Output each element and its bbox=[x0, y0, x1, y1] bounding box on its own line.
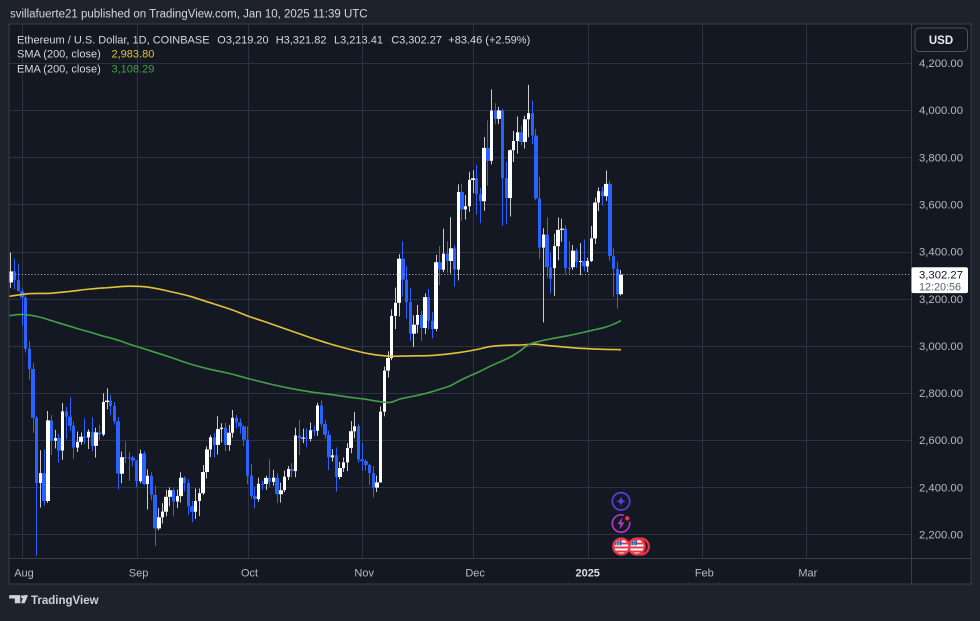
svg-text:L3,213.41: L3,213.41 bbox=[334, 34, 383, 46]
svg-text:3,302.27: 3,302.27 bbox=[919, 270, 963, 282]
svg-text:3,200.00: 3,200.00 bbox=[919, 294, 963, 306]
svg-text:Feb: Feb bbox=[695, 568, 714, 580]
svg-text:+83.46 (+2.59%): +83.46 (+2.59%) bbox=[448, 34, 530, 46]
svg-text:4,000.00: 4,000.00 bbox=[919, 105, 963, 117]
svg-text:3,800.00: 3,800.00 bbox=[919, 152, 963, 164]
svg-text:O3,219.20: O3,219.20 bbox=[217, 34, 268, 46]
svg-text:2,200.00: 2,200.00 bbox=[919, 530, 963, 542]
svg-text:Ethereum / U.S. Dollar, 1D, CO: Ethereum / U.S. Dollar, 1D, COINBASE bbox=[17, 34, 210, 46]
svg-text:2,600.00: 2,600.00 bbox=[919, 435, 963, 447]
svg-text:3,000.00: 3,000.00 bbox=[919, 341, 963, 353]
svg-text:USD: USD bbox=[929, 35, 953, 47]
svg-text:2,983.80: 2,983.80 bbox=[112, 49, 155, 61]
svg-text:2,800.00: 2,800.00 bbox=[919, 388, 963, 400]
svg-text:svillafuerte21 published on Tr: svillafuerte21 published on TradingView.… bbox=[10, 9, 368, 21]
svg-text:3,600.00: 3,600.00 bbox=[919, 199, 963, 211]
svg-text:4,200.00: 4,200.00 bbox=[919, 58, 963, 70]
svg-text:2,400.00: 2,400.00 bbox=[919, 482, 963, 494]
svg-text:2025: 2025 bbox=[575, 567, 599, 579]
svg-text:Mar: Mar bbox=[798, 568, 817, 580]
svg-text:12:20:56: 12:20:56 bbox=[919, 281, 961, 293]
svg-text:C3,302.27: C3,302.27 bbox=[391, 34, 442, 46]
svg-text:H3,321.82: H3,321.82 bbox=[276, 34, 327, 46]
svg-text:EMA (200, close): EMA (200, close) bbox=[17, 63, 101, 75]
svg-text:Dec: Dec bbox=[465, 568, 485, 580]
svg-text:SMA (200, close): SMA (200, close) bbox=[17, 49, 101, 61]
svg-text:Oct: Oct bbox=[241, 568, 258, 580]
svg-text:TradingView: TradingView bbox=[31, 595, 99, 607]
svg-text:Sep: Sep bbox=[129, 568, 149, 580]
svg-text:3,108.29: 3,108.29 bbox=[112, 63, 155, 75]
svg-text:Aug: Aug bbox=[14, 568, 34, 580]
svg-text:3,400.00: 3,400.00 bbox=[919, 247, 963, 259]
svg-text:Nov: Nov bbox=[354, 568, 374, 580]
